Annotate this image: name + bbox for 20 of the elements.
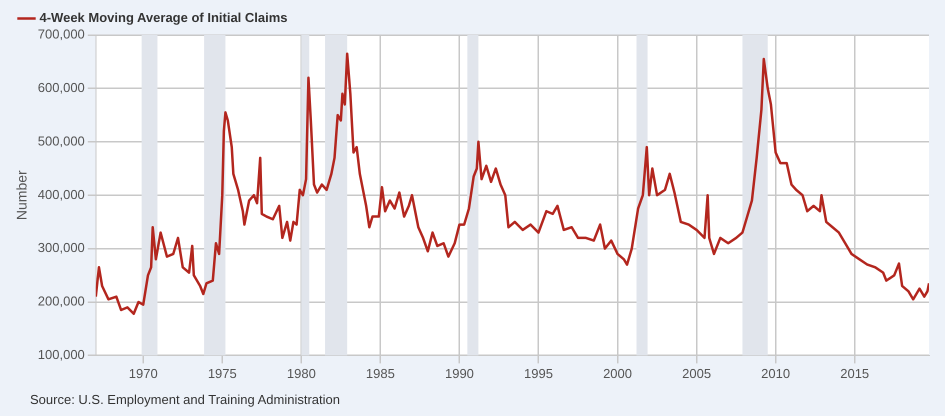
y-tick-label: 600,000 — [38, 80, 85, 95]
y-tick-label: 200,000 — [38, 294, 85, 309]
x-tick-label: 1995 — [524, 366, 553, 381]
legend-label: 4-Week Moving Average of Initial Claims — [40, 10, 288, 26]
x-tick-label: 1990 — [444, 366, 474, 381]
source-note: Source: U.S. Employment and Training Administration — [30, 392, 340, 407]
x-tick-label: 1975 — [208, 366, 237, 381]
y-tick-label: 300,000 — [38, 240, 85, 256]
x-tick-label: 2000 — [603, 366, 632, 381]
x-tick-label: 2005 — [682, 366, 712, 381]
y-tick-label: 500,000 — [38, 133, 85, 148]
x-tick-label: 1980 — [286, 366, 316, 381]
x-tick-label: 2015 — [840, 366, 870, 381]
y-tick-label: 700,000 — [38, 26, 85, 42]
x-tick-label: 1970 — [128, 366, 158, 381]
x-tick-label: 2010 — [761, 366, 790, 381]
y-axis-title: Number — [13, 170, 30, 220]
y-tick-label: 400,000 — [38, 186, 85, 202]
x-tick-label: 1985 — [366, 366, 395, 381]
y-tick-label: 100,000 — [38, 346, 85, 362]
